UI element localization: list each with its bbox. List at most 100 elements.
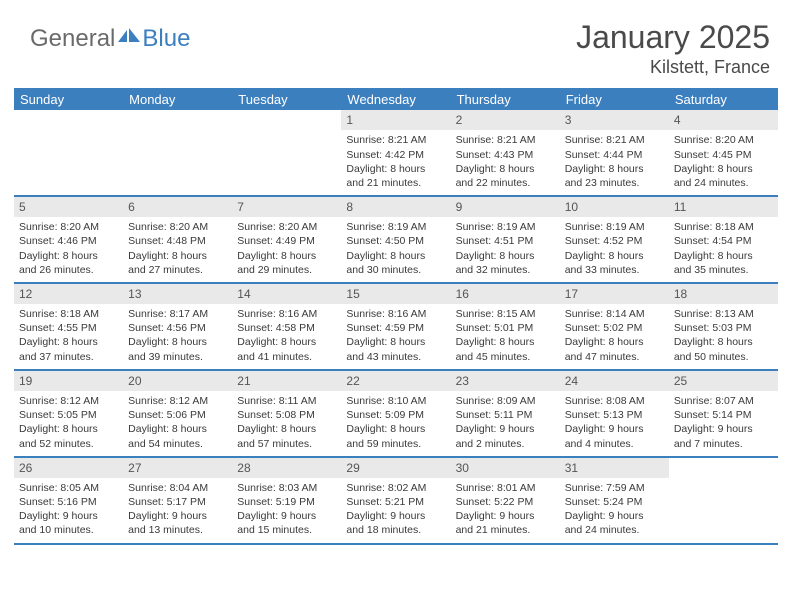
day-cell: 12Sunrise: 8:18 AMSunset: 4:55 PMDayligh…: [14, 284, 123, 369]
daylight-text-line1: Daylight: 8 hours: [19, 249, 118, 263]
sunset-text: Sunset: 4:59 PM: [346, 321, 445, 335]
daylight-text-line1: Daylight: 8 hours: [19, 422, 118, 436]
day-number: 20: [123, 371, 232, 391]
day-cell: 29Sunrise: 8:02 AMSunset: 5:21 PMDayligh…: [341, 458, 450, 543]
daylight-text-line2: and 37 minutes.: [19, 350, 118, 364]
day-cell: 23Sunrise: 8:09 AMSunset: 5:11 PMDayligh…: [451, 371, 560, 456]
location-label: Kilstett, France: [576, 57, 770, 78]
day-header-tuesday: Tuesday: [232, 92, 341, 107]
month-title: January 2025: [576, 20, 770, 55]
day-cell: 19Sunrise: 8:12 AMSunset: 5:05 PMDayligh…: [14, 371, 123, 456]
day-cell: 13Sunrise: 8:17 AMSunset: 4:56 PMDayligh…: [123, 284, 232, 369]
sunrise-text: Sunrise: 8:20 AM: [128, 220, 227, 234]
sunset-text: Sunset: 4:42 PM: [346, 148, 445, 162]
daylight-text-line2: and 4 minutes.: [565, 437, 664, 451]
day-number: 2: [451, 110, 560, 130]
sunrise-text: Sunrise: 8:07 AM: [674, 394, 773, 408]
sunrise-text: Sunrise: 8:20 AM: [19, 220, 118, 234]
daylight-text-line1: Daylight: 9 hours: [674, 422, 773, 436]
sunrise-text: Sunrise: 8:19 AM: [456, 220, 555, 234]
daylight-text-line2: and 24 minutes.: [565, 523, 664, 537]
sunrise-text: Sunrise: 8:12 AM: [128, 394, 227, 408]
sunrise-text: Sunrise: 8:21 AM: [346, 133, 445, 147]
day-cell: 17Sunrise: 8:14 AMSunset: 5:02 PMDayligh…: [560, 284, 669, 369]
day-cell: 3Sunrise: 8:21 AMSunset: 4:44 PMDaylight…: [560, 110, 669, 195]
daylight-text-line1: Daylight: 8 hours: [456, 162, 555, 176]
daylight-text-line1: Daylight: 8 hours: [674, 335, 773, 349]
sunset-text: Sunset: 4:43 PM: [456, 148, 555, 162]
sunrise-text: Sunrise: 8:14 AM: [565, 307, 664, 321]
daylight-text-line2: and 41 minutes.: [237, 350, 336, 364]
sunrise-text: Sunrise: 8:19 AM: [565, 220, 664, 234]
daylight-text-line2: and 35 minutes.: [674, 263, 773, 277]
sunrise-text: Sunrise: 8:17 AM: [128, 307, 227, 321]
title-block: January 2025 Kilstett, France: [576, 20, 778, 78]
day-number: 26: [14, 458, 123, 478]
sunset-text: Sunset: 5:03 PM: [674, 321, 773, 335]
day-header-saturday: Saturday: [669, 92, 778, 107]
day-number: 9: [451, 197, 560, 217]
daylight-text-line2: and 54 minutes.: [128, 437, 227, 451]
day-cell: [14, 110, 123, 195]
sunset-text: Sunset: 4:56 PM: [128, 321, 227, 335]
day-cell: 27Sunrise: 8:04 AMSunset: 5:17 PMDayligh…: [123, 458, 232, 543]
sunset-text: Sunset: 5:14 PM: [674, 408, 773, 422]
sunset-text: Sunset: 4:44 PM: [565, 148, 664, 162]
sunset-text: Sunset: 4:45 PM: [674, 148, 773, 162]
daylight-text-line1: Daylight: 8 hours: [565, 335, 664, 349]
daylight-text-line1: Daylight: 8 hours: [456, 249, 555, 263]
logo-text-general: General: [30, 25, 115, 53]
week-row: 12 Sunrise: 8:18 AMSunset: 4:55 PM Dayligh…: [14, 284, 778, 371]
sunset-text: Sunset: 4:55 PM: [19, 321, 118, 335]
week-row: 26Sunrise: 8:05 AMSunset: 5:16 PMDayligh…: [14, 458, 778, 545]
daylight-text-line1: Daylight: 8 hours: [565, 249, 664, 263]
day-header-thursday: Thursday: [451, 92, 560, 107]
day-number: 4: [669, 110, 778, 130]
day-cell: 24Sunrise: 8:08 AMSunset: 5:13 PMDayligh…: [560, 371, 669, 456]
daylight-text-line1: Daylight: 8 hours: [346, 422, 445, 436]
daylight-text-line2: and 26 minutes.: [19, 263, 118, 277]
daylight-text-line2: and 27 minutes.: [128, 263, 227, 277]
daylight-text-line1: Daylight: 8 hours: [128, 335, 227, 349]
daylight-text-line2: and 18 minutes.: [346, 523, 445, 537]
daylight-text-line2: and 32 minutes.: [456, 263, 555, 277]
daylight-text-line1: Daylight: 9 hours: [565, 509, 664, 523]
daylight-text-line1: Daylight: 8 hours: [674, 162, 773, 176]
day-cell: 22Sunrise: 8:10 AMSunset: 5:09 PMDayligh…: [341, 371, 450, 456]
day-cell: 5Sunrise: 8:20 AMSunset: 4:46 PMDaylight…: [14, 197, 123, 282]
day-number: [123, 110, 232, 130]
day-number: 17: [560, 284, 669, 304]
sunrise-text: Sunrise: 8:05 AM: [19, 481, 118, 495]
day-number: 7: [232, 197, 341, 217]
logo-sail-icon: [118, 28, 140, 42]
day-cell: 4Sunrise: 8:20 AMSunset: 4:45 PMDaylight…: [669, 110, 778, 195]
day-number: 27: [123, 458, 232, 478]
sunset-text: Sunset: 4:54 PM: [674, 234, 773, 248]
day-cell: 8Sunrise: 8:19 AMSunset: 4:50 PMDaylight…: [341, 197, 450, 282]
day-number: 15: [341, 284, 450, 304]
day-cell: 7Sunrise: 8:20 AMSunset: 4:49 PMDaylight…: [232, 197, 341, 282]
daylight-text-line2: and 57 minutes.: [237, 437, 336, 451]
day-header-sunday: Sunday: [14, 92, 123, 107]
sunrise-text: Sunrise: 7:59 AM: [565, 481, 664, 495]
sunset-text: Sunset: 5:22 PM: [456, 495, 555, 509]
sunrise-text: Sunrise: 8:21 AM: [565, 133, 664, 147]
daylight-text-line2: and 29 minutes.: [237, 263, 336, 277]
sunset-text: Sunset: 4:58 PM: [237, 321, 336, 335]
day-number: 10: [560, 197, 669, 217]
day-number: 11: [669, 197, 778, 217]
daylight-text-line2: and 50 minutes.: [674, 350, 773, 364]
day-number: 1: [341, 110, 450, 130]
day-cell: 11Sunrise: 8:18 AMSunset: 4:54 PMDayligh…: [669, 197, 778, 282]
daylight-text-line1: Daylight: 8 hours: [346, 249, 445, 263]
daylight-text-line1: Daylight: 8 hours: [565, 162, 664, 176]
sunset-text: Sunset: 5:05 PM: [19, 408, 118, 422]
daylight-text-line2: and 21 minutes.: [456, 523, 555, 537]
daylight-text-line2: and 21 minutes.: [346, 176, 445, 190]
day-cell: 28Sunrise: 8:03 AMSunset: 5:19 PMDayligh…: [232, 458, 341, 543]
sunrise-text: Sunrise: 8:08 AM: [565, 394, 664, 408]
day-number: 12: [14, 284, 123, 304]
sunrise-text: Sunrise: 8:18 AM: [19, 307, 118, 321]
sunset-text: Sunset: 5:17 PM: [128, 495, 227, 509]
calendar-grid: Sunday Monday Tuesday Wednesday Thursday…: [14, 88, 778, 544]
